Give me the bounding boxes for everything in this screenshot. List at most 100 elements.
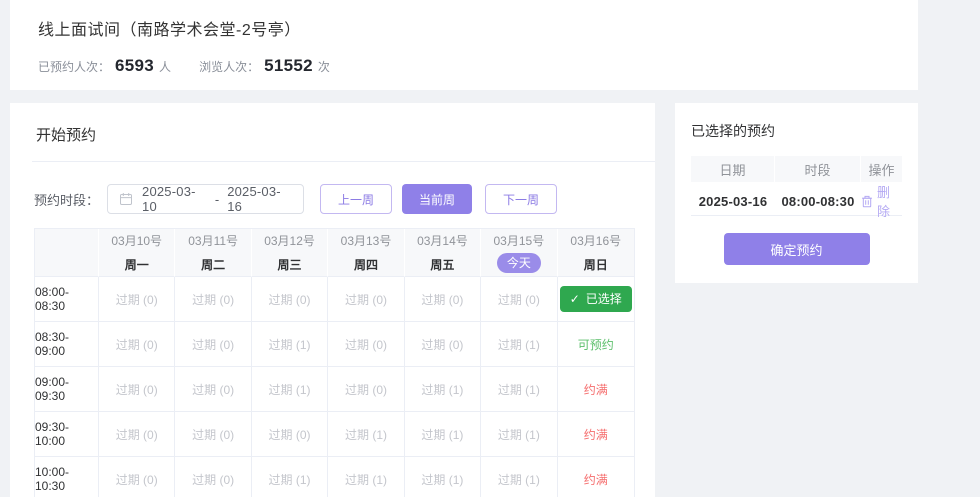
day-header-date: 03月15号 xyxy=(493,234,545,248)
check-icon: ✓ xyxy=(569,292,580,306)
date-range-separator: - xyxy=(214,191,220,207)
view-count-unit: 次 xyxy=(317,60,330,74)
period-label: 预约时段： xyxy=(34,192,100,208)
selected-booking-row: 2025-03-16 08:00-08:30 删除 xyxy=(691,182,902,219)
page-title: 线上面试间（南路学术会堂-2号亭） xyxy=(38,22,301,39)
day-header-cell: 03月10号 周一 xyxy=(99,229,176,277)
view-count-label: 浏览人次： xyxy=(199,60,260,74)
slot-cell: 过期 (0) xyxy=(99,367,176,412)
delete-booking-link[interactable]: 删除 xyxy=(861,182,902,220)
prev-week-button[interactable]: 上一周 xyxy=(320,184,393,214)
slot-cell: 过期 (0) xyxy=(328,322,405,367)
selected-slot-button[interactable]: ✓ 已选择 xyxy=(559,286,632,312)
slot-cell: ✓ 已选择 xyxy=(557,277,634,322)
slot-cell: 过期 (0) xyxy=(99,457,176,497)
day-header-weekday: 周五 xyxy=(430,258,455,272)
slot-cell: 过期 (1) xyxy=(328,457,405,497)
selected-panel: 已选择的预约 日期 时段 操作 2025-03-16 08:00-08:30 删除 … xyxy=(675,103,918,283)
selected-table-body: 2025-03-16 08:00-08:30 删除 xyxy=(691,182,902,219)
slot-cell: 过期 (0) xyxy=(175,322,252,367)
day-header-date: 03月11号 xyxy=(188,234,239,248)
time-cell: 10:00-10:30 xyxy=(35,457,99,497)
date-range-input[interactable]: 2025-03-10 - 2025-03-16 xyxy=(107,184,305,214)
confirm-booking-button[interactable]: 确定预约 xyxy=(723,233,870,265)
day-header-cell: 03月13号 周四 xyxy=(328,229,405,277)
slot-cell: 过期 (0) xyxy=(175,412,252,457)
content-row: 开始预约 预约时段： 2025-03-10 - 2025-03-16 上一周 当… xyxy=(10,103,980,497)
stats-row: 已预约人次： 6593 人 浏览人次： 51552 次 xyxy=(38,56,890,76)
slot-cell: 过期 (0) xyxy=(175,457,252,497)
booked-count-unit: 人 xyxy=(159,60,172,74)
day-header-date: 03月12号 xyxy=(264,234,315,248)
day-header-date: 03月13号 xyxy=(340,234,392,248)
schedule-table: 03月10号 周一 03月11号 周二 03月12号 周三 03月13号 周四 03月14号 周五… xyxy=(34,228,635,497)
booked-count-value: 6593 xyxy=(115,56,155,75)
slot-cell: 过期 (0) xyxy=(175,367,252,412)
slot-cell: 过期 (1) xyxy=(404,367,482,412)
slot-cell: 过期 (0) xyxy=(481,277,558,322)
slot-cell: 过期 (1) xyxy=(328,412,405,457)
slot-cell: 过期 (0) xyxy=(99,412,176,457)
selected-table-header: 日期 时段 操作 xyxy=(691,156,902,182)
schedule-corner-cell xyxy=(35,229,99,277)
slot-cell: 过期 (0) xyxy=(99,277,176,322)
trash-icon xyxy=(861,195,873,208)
slot-cell: 过期 (1) xyxy=(404,412,482,457)
calendar-icon xyxy=(119,192,133,206)
selected-table: 日期 时段 操作 2025-03-16 08:00-08:30 删除 xyxy=(691,156,902,219)
current-week-button[interactable]: 当前周 xyxy=(402,184,473,214)
next-week-button[interactable]: 下一周 xyxy=(485,184,558,214)
selected-slot-label: 已选择 xyxy=(585,292,622,306)
day-header-date: 03月16号 xyxy=(570,234,622,248)
booked-count-label: 已预约人次： xyxy=(38,60,111,74)
slot-cell[interactable]: 可预约 xyxy=(557,322,634,367)
slot-cell: 约满 xyxy=(557,457,634,497)
slot-cell: 过期 (1) xyxy=(251,367,329,412)
time-cell: 08:00-08:30 xyxy=(35,277,99,322)
time-cell: 09:30-10:00 xyxy=(35,412,99,457)
day-header-cell: 03月11号 周二 xyxy=(175,229,252,277)
today-badge: 今天 xyxy=(496,253,541,273)
slot-cell: 过期 (0) xyxy=(251,412,329,457)
room-header-card: 线上面试间（南路学术会堂-2号亭） 已预约人次： 6593 人 浏览人次： 51… xyxy=(10,0,918,90)
day-header-weekday: 周日 xyxy=(583,258,608,272)
day-header-cell: 03月14号 周五 xyxy=(404,229,482,277)
selected-booking-date: 2025-03-16 xyxy=(698,193,768,209)
section-divider xyxy=(32,161,655,162)
time-cell: 09:00-09:30 xyxy=(35,367,99,412)
slot-cell: 过期 (0) xyxy=(328,367,405,412)
date-range-start: 2025-03-10 xyxy=(142,184,196,214)
slot-cell: 过期 (0) xyxy=(175,277,252,322)
slot-cell: 过期 (1) xyxy=(481,457,558,497)
slot-cell: 过期 (1) xyxy=(481,367,558,412)
slot-cell: 过期 (0) xyxy=(404,322,482,367)
view-count-value: 51552 xyxy=(264,56,313,75)
delete-booking-label: 删除 xyxy=(877,185,891,219)
slot-cell: 过期 (0) xyxy=(251,277,329,322)
day-header-weekday: 周一 xyxy=(124,258,149,272)
day-header-date: 03月14号 xyxy=(417,234,468,248)
selected-col-action: 操作 xyxy=(861,156,902,182)
day-header-date: 03月10号 xyxy=(111,234,163,248)
time-cell: 08:30-09:00 xyxy=(35,322,99,367)
view-count-stat: 浏览人次： 51552 次 xyxy=(199,56,330,76)
slot-cell: 约满 xyxy=(557,412,634,457)
day-header-cell: 03月16号 周日 xyxy=(557,229,634,277)
slot-cell: 过期 (0) xyxy=(328,277,405,322)
booked-count-stat: 已预约人次： 6593 人 xyxy=(38,56,171,76)
date-range-end: 2025-03-16 xyxy=(227,184,281,214)
selected-col-date: 日期 xyxy=(691,156,775,182)
slot-cell: 过期 (1) xyxy=(481,412,558,457)
slot-cell: 过期 (0) xyxy=(404,277,482,322)
slot-cell: 约满 xyxy=(557,367,634,412)
day-header-weekday: 周三 xyxy=(277,258,302,272)
booking-card: 开始预约 预约时段： 2025-03-10 - 2025-03-16 上一周 当… xyxy=(10,103,655,497)
day-header-weekday: 周二 xyxy=(201,258,226,272)
selected-booking-time: 08:00-08:30 xyxy=(781,193,855,209)
slot-cell: 过期 (0) xyxy=(99,322,176,367)
selected-col-time: 时段 xyxy=(775,156,861,182)
slot-cell: 过期 (1) xyxy=(404,457,482,497)
section-title: 开始预约 xyxy=(36,127,97,144)
day-header-cell: 03月15号今天 xyxy=(481,229,558,277)
slot-cell: 过期 (1) xyxy=(251,457,329,497)
